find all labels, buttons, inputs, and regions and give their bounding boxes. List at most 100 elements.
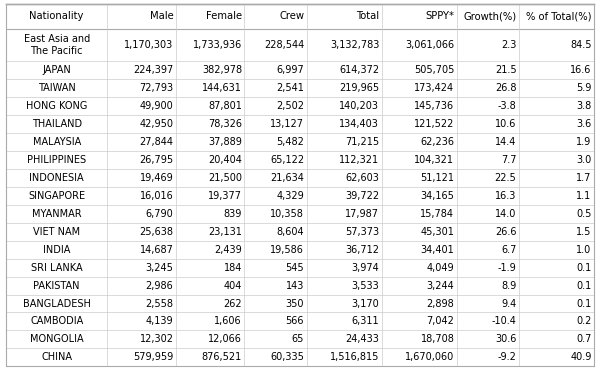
Text: Crew: Crew [279, 11, 304, 21]
Text: SRI LANKA: SRI LANKA [31, 263, 82, 273]
Text: 8.9: 8.9 [501, 280, 517, 290]
Text: 0.1: 0.1 [577, 280, 592, 290]
Text: THAILAND: THAILAND [32, 119, 82, 129]
Text: 71,215: 71,215 [345, 137, 379, 147]
Text: Male: Male [150, 11, 173, 21]
Text: 2,439: 2,439 [214, 245, 242, 255]
Text: 21.5: 21.5 [495, 65, 517, 75]
Text: -10.4: -10.4 [491, 316, 517, 326]
Text: HONG KONG: HONG KONG [26, 101, 88, 111]
Text: 1.0: 1.0 [577, 245, 592, 255]
Text: 3,974: 3,974 [352, 263, 379, 273]
Text: 7.7: 7.7 [501, 155, 517, 165]
Text: 0.1: 0.1 [577, 299, 592, 309]
Text: 4,139: 4,139 [146, 316, 173, 326]
Text: 87,801: 87,801 [208, 101, 242, 111]
Text: Total: Total [356, 11, 379, 21]
Text: 404: 404 [224, 280, 242, 290]
Text: 876,521: 876,521 [202, 352, 242, 362]
Text: 30.6: 30.6 [495, 334, 517, 344]
Text: 1.1: 1.1 [577, 191, 592, 201]
Text: East Asia and
The Pacific: East Asia and The Pacific [23, 34, 90, 56]
Text: 121,522: 121,522 [414, 119, 454, 129]
Text: 3.8: 3.8 [577, 101, 592, 111]
Text: 143: 143 [286, 280, 304, 290]
Text: 3.0: 3.0 [577, 155, 592, 165]
Text: 10.6: 10.6 [495, 119, 517, 129]
Text: Growth(%): Growth(%) [463, 11, 517, 21]
Text: 45,301: 45,301 [421, 227, 454, 237]
Text: SPPY*: SPPY* [425, 11, 454, 21]
Text: 34,165: 34,165 [421, 191, 454, 201]
Text: INDONESIA: INDONESIA [29, 173, 84, 183]
Text: 2,558: 2,558 [145, 299, 173, 309]
Text: 566: 566 [286, 316, 304, 326]
Text: 21,634: 21,634 [270, 173, 304, 183]
Text: 614,372: 614,372 [339, 65, 379, 75]
Text: 3,245: 3,245 [146, 263, 173, 273]
Text: 224,397: 224,397 [133, 65, 173, 75]
Text: INDIA: INDIA [43, 245, 70, 255]
Text: 4,049: 4,049 [427, 263, 454, 273]
Text: BANGLADESH: BANGLADESH [23, 299, 91, 309]
Text: 6,311: 6,311 [352, 316, 379, 326]
Text: 65,122: 65,122 [270, 155, 304, 165]
Text: 219,965: 219,965 [339, 83, 379, 93]
Text: VIET NAM: VIET NAM [33, 227, 80, 237]
Text: 6.7: 6.7 [501, 245, 517, 255]
Text: 72,793: 72,793 [139, 83, 173, 93]
Text: 37,889: 37,889 [208, 137, 242, 147]
Text: 0.2: 0.2 [576, 316, 592, 326]
Text: 15,784: 15,784 [421, 209, 454, 219]
Text: 8,604: 8,604 [277, 227, 304, 237]
Text: -3.8: -3.8 [498, 101, 517, 111]
Text: % of Total(%): % of Total(%) [526, 11, 592, 21]
Text: 62,603: 62,603 [346, 173, 379, 183]
Text: 14.4: 14.4 [495, 137, 517, 147]
Text: 39,722: 39,722 [345, 191, 379, 201]
Text: 6,997: 6,997 [277, 65, 304, 75]
Text: 12,066: 12,066 [208, 334, 242, 344]
Text: MYANMAR: MYANMAR [32, 209, 82, 219]
Text: 2,502: 2,502 [276, 101, 304, 111]
Text: 13,127: 13,127 [270, 119, 304, 129]
Text: 1.9: 1.9 [577, 137, 592, 147]
Text: 18,708: 18,708 [421, 334, 454, 344]
Text: 1.5: 1.5 [576, 227, 592, 237]
Text: 1,670,060: 1,670,060 [405, 352, 454, 362]
Text: 3,132,783: 3,132,783 [330, 40, 379, 50]
Text: 78,326: 78,326 [208, 119, 242, 129]
Text: 0.1: 0.1 [577, 263, 592, 273]
Text: 23,131: 23,131 [208, 227, 242, 237]
Text: 1,733,936: 1,733,936 [193, 40, 242, 50]
Text: TAIWAN: TAIWAN [38, 83, 76, 93]
Text: 16,016: 16,016 [140, 191, 173, 201]
Text: PAKISTAN: PAKISTAN [34, 280, 80, 290]
Text: -9.2: -9.2 [497, 352, 517, 362]
Text: 60,335: 60,335 [270, 352, 304, 362]
Text: 57,373: 57,373 [345, 227, 379, 237]
Text: 16.3: 16.3 [495, 191, 517, 201]
Text: 14,687: 14,687 [140, 245, 173, 255]
Text: 1,606: 1,606 [214, 316, 242, 326]
Text: MALAYSIA: MALAYSIA [32, 137, 81, 147]
Text: 6,790: 6,790 [146, 209, 173, 219]
Text: 26.8: 26.8 [495, 83, 517, 93]
Text: 5.9: 5.9 [576, 83, 592, 93]
Text: 350: 350 [286, 299, 304, 309]
Text: 134,403: 134,403 [340, 119, 379, 129]
Text: MONGOLIA: MONGOLIA [30, 334, 83, 344]
Text: 65: 65 [292, 334, 304, 344]
Text: 62,236: 62,236 [421, 137, 454, 147]
Text: 34,401: 34,401 [421, 245, 454, 255]
Text: 19,377: 19,377 [208, 191, 242, 201]
Text: 228,544: 228,544 [264, 40, 304, 50]
Text: 184: 184 [224, 263, 242, 273]
Text: 262: 262 [223, 299, 242, 309]
Text: 0.7: 0.7 [576, 334, 592, 344]
Text: -1.9: -1.9 [498, 263, 517, 273]
Text: 2,541: 2,541 [276, 83, 304, 93]
Text: 25,638: 25,638 [139, 227, 173, 237]
Text: 14.0: 14.0 [495, 209, 517, 219]
Text: 2.3: 2.3 [501, 40, 517, 50]
